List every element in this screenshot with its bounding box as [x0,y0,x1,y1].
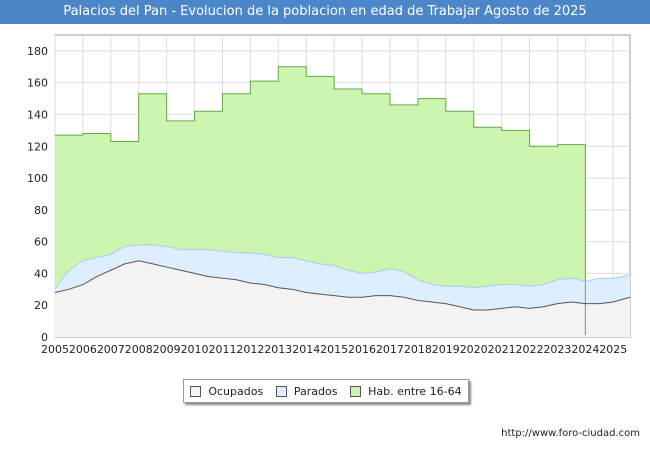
y-tick-label-1: 20 [34,299,48,312]
y-tick-label-0: 0 [41,331,48,344]
y-tick-label-7: 140 [27,108,48,121]
x-tick-label-5: 2010 [181,343,209,356]
x-tick-label-1: 2006 [69,343,97,356]
y-tick-label-3: 60 [34,236,48,249]
y-tick-label-6: 120 [27,140,48,153]
legend-swatch-ocupados [190,385,202,397]
line-parados [54,244,631,290]
x-tick-label-4: 2009 [153,343,181,356]
series-areas [55,66,630,337]
x-tick-label-0: 2005 [41,343,69,356]
footer-url: http://www.foro-ciudad.com [501,428,640,439]
legend-item-hab: Hab. entre 16-64 [350,385,462,398]
x-tick-label-8: 2013 [264,343,292,356]
x-tick-label-9: 2014 [292,343,320,356]
line-ocupados [54,260,631,311]
x-tick-label-12: 2017 [376,343,404,356]
x-tick-label-18: 2023 [543,343,571,356]
y-tick-label-2: 40 [34,267,48,280]
legend-item-parados: Parados [275,384,338,398]
area-ocupados [55,260,630,337]
y-tick-labels: 0 20 40 60 80 100 120 140 160 180 [27,45,48,344]
x-tick-labels: 2005 2006 2007 2008 2009 2010 2011 2012 2013 2014… [41,343,627,356]
x-tick-label-11: 2016 [348,343,376,356]
y-tick-label-5: 100 [27,172,48,185]
x-tick-label-16: 2021 [488,343,516,356]
series-lines [54,66,631,335]
x-tick-label-14: 2019 [432,343,460,356]
legend-label-parados: Parados [293,384,338,398]
x-tick-label-7: 2012 [236,343,264,356]
chart-title: Palacios del Pan - Evolucion de la pobla… [0,0,650,24]
x-tick-label-2: 2007 [97,343,125,356]
legend: Ocupados Parados Hab. entre 16-64 [183,379,469,403]
y-tick-label-9: 180 [27,45,48,58]
legend-item-ocupados: Ocupados [190,385,263,398]
x-tick-label-17: 2022 [516,343,544,356]
x-tick-label-6: 2011 [208,343,236,356]
legend-swatch-hab [350,385,362,397]
x-tick-label-10: 2015 [320,343,348,356]
y-tick-label-8: 160 [27,77,48,90]
y-tick-label-4: 80 [34,204,48,217]
legend-label-ocupados: Ocupados [208,384,264,398]
legend-swatch-parados [275,385,287,397]
x-tick-label-20: 2025 [599,343,627,356]
x-tick-label-19: 2024 [571,343,599,356]
legend-label-hab: Hab. entre 16-64 [368,384,462,398]
x-tick-label-13: 2018 [404,343,432,356]
x-tick-label-15: 2020 [460,343,488,356]
x-tick-label-3: 2008 [125,343,153,356]
line-hab [55,66,586,335]
